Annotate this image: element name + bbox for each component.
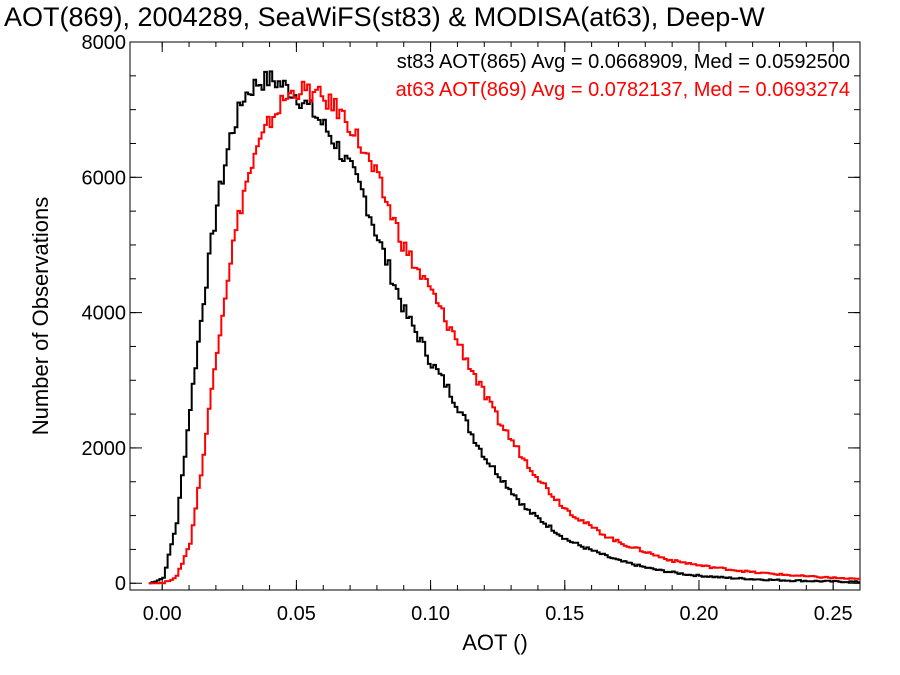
y-axis-label: Number of Observations (28, 197, 53, 435)
y-tick-label: 4000 (82, 303, 127, 325)
x-axis-label: AOT () (462, 630, 528, 655)
x-axis-ticks: 0.00 0.05 0.10 0.15 0.20 0.25 (143, 42, 853, 625)
legend: st83 AOT(865) Avg = 0.0668909, Med = 0.0… (396, 51, 850, 101)
legend-entry-st83: st83 AOT(865) Avg = 0.0668909, Med = 0.0… (397, 51, 850, 73)
y-tick-label: 6000 (82, 167, 127, 189)
plot-frame (129, 41, 861, 591)
x-tick-label: 0.05 (277, 603, 316, 625)
y-tick-label: 0 (115, 573, 126, 595)
y-tick-label: 8000 (82, 32, 127, 54)
x-tick-label: 0.20 (680, 603, 719, 625)
x-tick-label: 0.25 (814, 603, 853, 625)
series-lines (148, 70, 860, 585)
chart-title: AOT(869), 2004289, SeaWiFS(st83) & MODIS… (4, 2, 765, 32)
x-tick-label: 0.00 (143, 603, 182, 625)
legend-entry-at63: at63 AOT(869) Avg = 0.0782137, Med = 0.0… (396, 79, 850, 101)
x-tick-label: 0.10 (411, 603, 450, 625)
x-tick-label: 0.15 (545, 603, 584, 625)
series-line-1 (148, 80, 860, 585)
y-axis-ticks: 0 2000 4000 6000 8000 (82, 32, 860, 595)
series-line-0 (148, 70, 860, 585)
y-tick-label: 2000 (82, 438, 127, 460)
